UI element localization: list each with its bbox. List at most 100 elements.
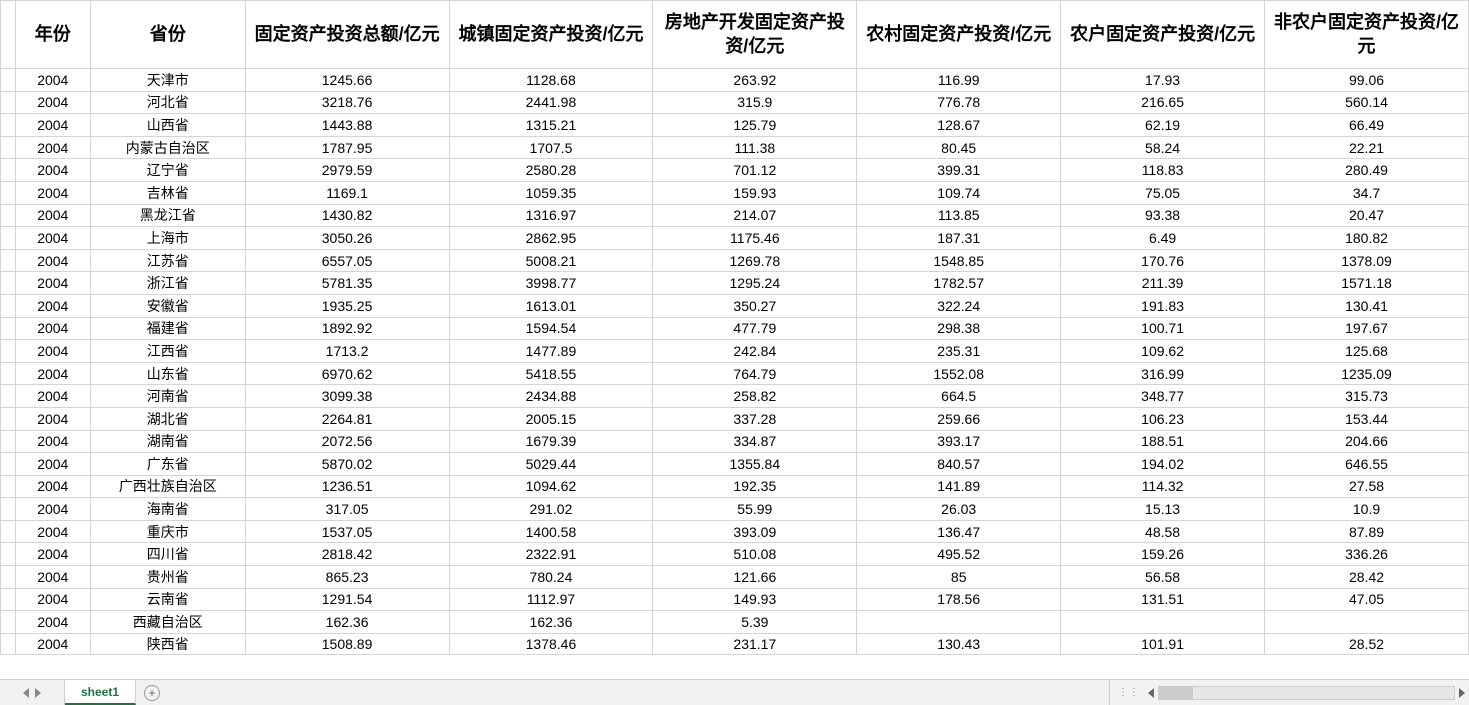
cell[interactable]: 1548.85 [857, 249, 1061, 272]
col-header[interactable]: 非农户固定资产投资/亿元 [1265, 1, 1469, 69]
cell[interactable]: 322.24 [857, 294, 1061, 317]
cell[interactable]: 1571.18 [1265, 272, 1469, 295]
row-gutter[interactable] [1, 475, 16, 498]
cell[interactable]: 291.02 [449, 498, 653, 521]
cell[interactable]: 山西省 [90, 114, 245, 137]
cell[interactable]: 216.65 [1061, 91, 1265, 114]
cell[interactable]: 214.07 [653, 204, 857, 227]
cell[interactable]: 1245.66 [245, 69, 449, 92]
cell[interactable]: 495.52 [857, 543, 1061, 566]
cell[interactable] [1265, 611, 1469, 634]
cell[interactable]: 20.47 [1265, 204, 1469, 227]
cell[interactable]: 336.26 [1265, 543, 1469, 566]
col-header[interactable]: 城镇固定资产投资/亿元 [449, 1, 653, 69]
row-gutter[interactable] [1, 498, 16, 521]
row-gutter[interactable] [1, 272, 16, 295]
cell[interactable]: 广东省 [90, 453, 245, 476]
cell[interactable]: 1477.89 [449, 340, 653, 363]
cell[interactable]: 130.41 [1265, 294, 1469, 317]
cell[interactable]: 26.03 [857, 498, 1061, 521]
cell[interactable]: 109.62 [1061, 340, 1265, 363]
cell[interactable]: 2818.42 [245, 543, 449, 566]
cell[interactable]: 125.68 [1265, 340, 1469, 363]
cell[interactable]: 125.79 [653, 114, 857, 137]
cell[interactable]: 85 [857, 566, 1061, 589]
cell[interactable]: 28.52 [1265, 633, 1469, 654]
cell[interactable]: 2580.28 [449, 159, 653, 182]
cell[interactable]: 湖南省 [90, 430, 245, 453]
cell[interactable]: 河南省 [90, 385, 245, 408]
cell[interactable]: 87.89 [1265, 520, 1469, 543]
cell[interactable]: 2004 [15, 227, 90, 250]
cell[interactable]: 1613.01 [449, 294, 653, 317]
tab-next-icon[interactable] [35, 688, 41, 698]
cell[interactable]: 315.73 [1265, 385, 1469, 408]
cell[interactable]: 1378.46 [449, 633, 653, 654]
cell[interactable]: 159.93 [653, 181, 857, 204]
cell[interactable]: 153.44 [1265, 407, 1469, 430]
cell[interactable]: 2004 [15, 340, 90, 363]
cell[interactable]: 3218.76 [245, 91, 449, 114]
cell[interactable]: 1552.08 [857, 362, 1061, 385]
cell[interactable]: 188.51 [1061, 430, 1265, 453]
cell[interactable]: 2862.95 [449, 227, 653, 250]
cell[interactable]: 1508.89 [245, 633, 449, 654]
cell[interactable]: 764.79 [653, 362, 857, 385]
row-gutter[interactable] [1, 136, 16, 159]
cell[interactable]: 云南省 [90, 588, 245, 611]
cell[interactable]: 2004 [15, 114, 90, 137]
cell[interactable]: 298.38 [857, 317, 1061, 340]
row-gutter[interactable] [1, 453, 16, 476]
cell[interactable]: 109.74 [857, 181, 1061, 204]
cell[interactable]: 118.83 [1061, 159, 1265, 182]
cell[interactable]: 天津市 [90, 69, 245, 92]
cell[interactable] [857, 611, 1061, 634]
cell[interactable]: 34.7 [1265, 181, 1469, 204]
cell[interactable]: 47.05 [1265, 588, 1469, 611]
cell[interactable]: 2004 [15, 91, 90, 114]
row-gutter[interactable] [1, 340, 16, 363]
sheet-tab-active[interactable]: sheet1 [65, 680, 136, 705]
row-gutter[interactable] [1, 362, 16, 385]
cell[interactable]: 2004 [15, 566, 90, 589]
cell[interactable]: 194.02 [1061, 453, 1265, 476]
cell[interactable]: 河北省 [90, 91, 245, 114]
cell[interactable]: 安徽省 [90, 294, 245, 317]
cell[interactable]: 1236.51 [245, 475, 449, 498]
cell[interactable]: 646.55 [1265, 453, 1469, 476]
col-header[interactable]: 省份 [90, 1, 245, 69]
cell[interactable]: 5418.55 [449, 362, 653, 385]
cell[interactable]: 1269.78 [653, 249, 857, 272]
row-gutter[interactable] [1, 181, 16, 204]
cell[interactable]: 四川省 [90, 543, 245, 566]
cell[interactable]: 1169.1 [245, 181, 449, 204]
cell[interactable]: 1787.95 [245, 136, 449, 159]
cell[interactable]: 701.12 [653, 159, 857, 182]
cell[interactable]: 187.31 [857, 227, 1061, 250]
cell[interactable]: 780.24 [449, 566, 653, 589]
cell[interactable]: 840.57 [857, 453, 1061, 476]
corner-cell[interactable] [1, 1, 16, 69]
cell[interactable]: 865.23 [245, 566, 449, 589]
cell[interactable]: 131.51 [1061, 588, 1265, 611]
cell[interactable]: 393.17 [857, 430, 1061, 453]
cell[interactable]: 浙江省 [90, 272, 245, 295]
row-gutter[interactable] [1, 294, 16, 317]
splitter-handle-icon[interactable]: ⋮⋮ [1114, 687, 1144, 698]
cell[interactable]: 114.32 [1061, 475, 1265, 498]
cell[interactable]: 99.06 [1265, 69, 1469, 92]
cell[interactable]: 159.26 [1061, 543, 1265, 566]
cell[interactable]: 259.66 [857, 407, 1061, 430]
cell[interactable]: 1235.09 [1265, 362, 1469, 385]
cell[interactable]: 17.93 [1061, 69, 1265, 92]
cell[interactable]: 315.9 [653, 91, 857, 114]
cell[interactable]: 10.9 [1265, 498, 1469, 521]
cell[interactable]: 2004 [15, 611, 90, 634]
row-gutter[interactable] [1, 543, 16, 566]
cell[interactable]: 2322.91 [449, 543, 653, 566]
cell[interactable]: 101.91 [1061, 633, 1265, 654]
row-gutter[interactable] [1, 227, 16, 250]
cell[interactable]: 58.24 [1061, 136, 1265, 159]
cell[interactable]: 776.78 [857, 91, 1061, 114]
row-gutter[interactable] [1, 69, 16, 92]
